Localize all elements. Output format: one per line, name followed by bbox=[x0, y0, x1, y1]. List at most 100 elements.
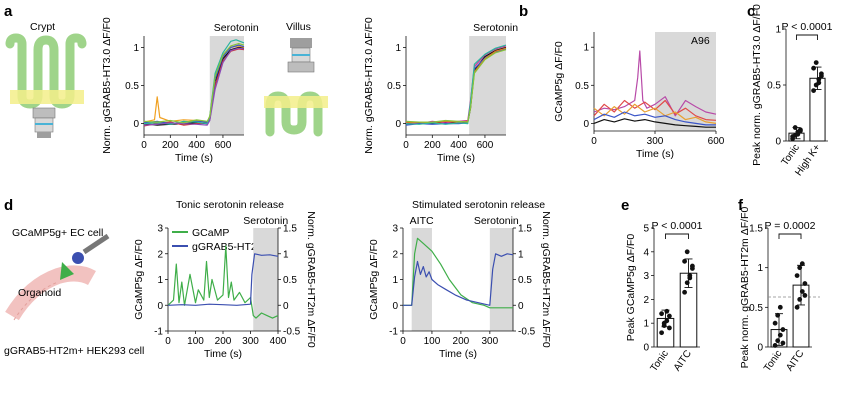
y-tick-label: 1 bbox=[157, 275, 163, 286]
p-value-label: P < 0.0001 bbox=[782, 21, 833, 33]
y2-tick-label: -0.5 bbox=[283, 327, 301, 338]
series-line bbox=[405, 49, 507, 123]
serotonin-annotation: Serotonin bbox=[474, 215, 519, 227]
series-line bbox=[593, 103, 717, 124]
panel-letter-e: e bbox=[621, 197, 629, 214]
focal-plane-band bbox=[10, 90, 84, 104]
data-point bbox=[775, 312, 781, 318]
x-tick-label: 0 bbox=[165, 336, 171, 347]
pipette bbox=[82, 233, 110, 255]
y-tick-label: 0.5 bbox=[767, 81, 781, 92]
x-axis-label: Time (s) bbox=[636, 148, 674, 160]
y-tick-label: 4 bbox=[643, 247, 649, 258]
panel-letter-d: d bbox=[4, 197, 13, 214]
y-axis-label: Peak norm. gGRAB5-HT2m ΔF/F0 bbox=[739, 207, 751, 369]
y2-tick-label: 1 bbox=[283, 249, 289, 260]
y-tick-label: -1 bbox=[389, 327, 398, 338]
data-point bbox=[797, 265, 803, 271]
data-point bbox=[667, 325, 672, 331]
crypt-label: Crypt bbox=[30, 21, 55, 33]
p-value-label: P < 0.0001 bbox=[652, 220, 703, 232]
y2-tick-label: 0 bbox=[518, 301, 524, 312]
y2-tick-label: 1 bbox=[518, 249, 524, 260]
data-point bbox=[667, 313, 672, 319]
y-tick-label: 0.5 bbox=[749, 303, 763, 314]
data-point bbox=[790, 134, 795, 139]
series-line bbox=[593, 111, 716, 126]
data-point bbox=[772, 320, 778, 326]
ec-cell bbox=[60, 262, 74, 280]
y-tick-label: 0.5 bbox=[575, 81, 589, 92]
data-point bbox=[802, 281, 808, 286]
y-tick-label: 0.5 bbox=[387, 81, 401, 92]
significance-bracket bbox=[796, 34, 818, 40]
organoid-wall bbox=[5, 265, 96, 321]
series-line bbox=[403, 253, 514, 306]
data-point bbox=[794, 273, 800, 278]
data-point bbox=[819, 73, 824, 79]
series-line bbox=[405, 44, 507, 125]
data-point bbox=[684, 280, 690, 286]
data-point bbox=[813, 60, 819, 65]
x-tick-label: 300 bbox=[647, 136, 664, 147]
objective-icon bbox=[287, 38, 315, 73]
y-tick-label: 2 bbox=[392, 249, 398, 260]
villus-schematic: Villus bbox=[264, 21, 328, 137]
y-tick-label: 0 bbox=[583, 119, 589, 130]
series-line bbox=[403, 237, 513, 309]
x-tick-label: 0 bbox=[591, 136, 597, 147]
y2-tick-label: 0.5 bbox=[518, 275, 532, 286]
y-tick-label: 3 bbox=[157, 224, 163, 235]
panel-letter-c: c bbox=[747, 3, 755, 20]
panel-letter-f: f bbox=[738, 197, 744, 214]
y2-tick-label: -0.5 bbox=[518, 327, 536, 338]
a96-annotation: A96 bbox=[691, 35, 710, 47]
a-left-plot: 0 200 400 600 0 0.5 1 Time (s) Norm. gGRAB5-HT3.… bbox=[101, 17, 259, 164]
y-tick-label: 1 bbox=[775, 25, 781, 36]
objective-icon bbox=[32, 107, 56, 138]
crypt-schematic: Crypt bbox=[5, 21, 87, 138]
x-tick-label: 200 bbox=[424, 140, 441, 151]
organoid-cell-borders bbox=[13, 281, 59, 321]
x-tick-label: 600 bbox=[708, 136, 725, 147]
series-line bbox=[167, 253, 279, 306]
y-tick-label: 1 bbox=[395, 43, 401, 54]
x-tick-label: 600 bbox=[215, 140, 232, 151]
significance-bracket bbox=[778, 233, 802, 239]
data-point bbox=[816, 80, 822, 86]
serotonin-annotation: Serotonin bbox=[214, 22, 259, 34]
y-axis-label: GCaMP5g ΔF/F0 bbox=[553, 41, 565, 122]
y-tick-label: 0 bbox=[757, 343, 763, 354]
x-tick-label: 400 bbox=[270, 336, 287, 347]
y-tick-label: 2 bbox=[643, 295, 649, 306]
data-point bbox=[664, 308, 670, 314]
serotonin-annotation: Serotonin bbox=[473, 22, 518, 34]
x-tick-label: 0 bbox=[400, 336, 406, 347]
series-line bbox=[143, 47, 245, 126]
series-line bbox=[593, 50, 717, 117]
hek-label: gGRAB5-HT2m+ HEK293 cell bbox=[4, 345, 144, 357]
y-axis-label: Norm. gGRAB5-HT3.0 ΔF/F0 bbox=[101, 17, 113, 154]
x-axis-label: Time (s) bbox=[175, 152, 213, 164]
y-axis-label: GCaMP5g ΔF/F0 bbox=[133, 239, 145, 320]
x-tick-label: 200 bbox=[162, 140, 179, 151]
x-tick-label: 600 bbox=[477, 140, 494, 151]
data-point bbox=[799, 289, 805, 294]
data-point bbox=[811, 65, 816, 71]
y-tick-label: 0 bbox=[157, 301, 163, 312]
x-tick-label: 300 bbox=[481, 336, 498, 347]
y-tick-label: 3 bbox=[643, 271, 649, 282]
data-point bbox=[816, 77, 822, 82]
data-point bbox=[811, 88, 816, 93]
x-axis-label: Time (s) bbox=[204, 348, 242, 360]
aitc-annotation: AITC bbox=[410, 215, 434, 227]
y-axis-label: Norm. gGRAB5-HT3.0 ΔF/F0 bbox=[363, 17, 375, 154]
shade-region bbox=[411, 228, 432, 331]
serotonin-annotation: Serotonin bbox=[243, 215, 288, 227]
y-tick-label: 1 bbox=[133, 43, 139, 54]
y-tick-label: 1 bbox=[757, 263, 763, 274]
y-tick-label: 1 bbox=[583, 43, 589, 54]
data-point bbox=[775, 338, 781, 344]
